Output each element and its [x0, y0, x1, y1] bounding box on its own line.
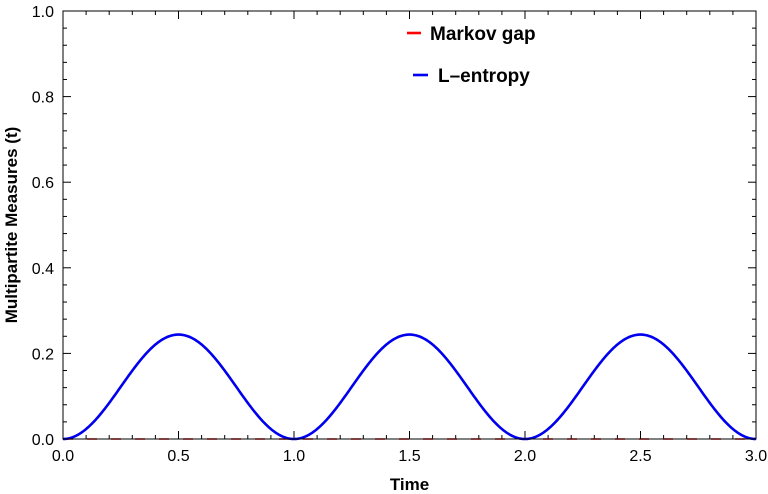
x-tick-label: 1.0	[283, 448, 305, 465]
x-tick-label: 0.5	[167, 448, 189, 465]
y-tick-label: 0.2	[32, 346, 54, 363]
y-tick-labels: 0.0 0.2 0.4 0.6 0.8 1.0	[32, 4, 54, 449]
axis-ticks	[62, 10, 757, 440]
y-axis-title: Multipartite Measures (t)	[2, 127, 21, 323]
x-tick-label: 2.5	[629, 448, 651, 465]
y-tick-label: 0.0	[32, 432, 54, 449]
x-tick-label: 3.0	[745, 448, 767, 465]
l-entropy-line	[62, 333, 757, 441]
x-tick-label: 1.5	[398, 448, 420, 465]
legend-label: Markov gap	[430, 24, 536, 45]
legend: Markov gap L–entropy	[407, 24, 536, 87]
y-tick-label: 1.0	[32, 4, 54, 21]
x-tick-label: 2.0	[514, 448, 536, 465]
x-axis-title: Time	[390, 475, 429, 494]
y-tick-label: 0.6	[32, 175, 54, 192]
plot-frame	[62, 10, 757, 440]
legend-label: L–entropy	[438, 66, 530, 87]
series-lines	[62, 333, 757, 441]
y-tick-label: 0.4	[32, 261, 54, 278]
x-tick-label: 0.0	[52, 448, 74, 465]
x-tick-labels: 0.0 0.5 1.0 1.5 2.0 2.5 3.0	[52, 448, 767, 465]
y-tick-label: 0.8	[32, 90, 54, 107]
